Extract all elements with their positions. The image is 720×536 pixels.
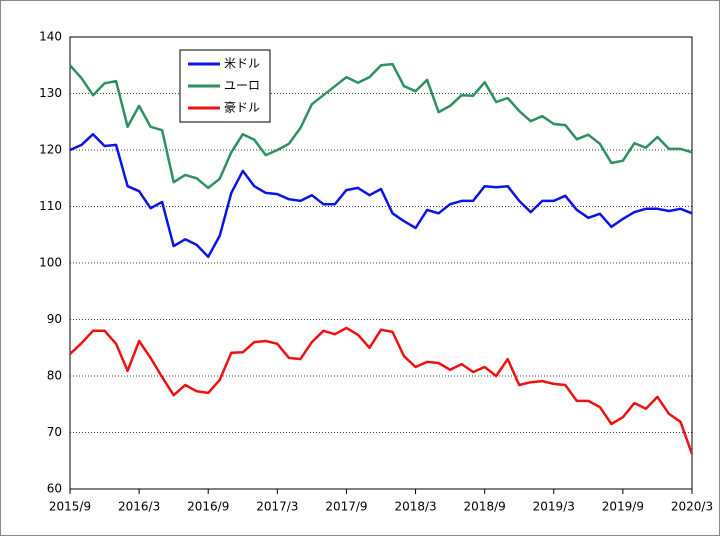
x-tick-label: 2020/3 [671, 500, 713, 514]
x-tick-label: 2018/9 [464, 500, 506, 514]
x-tick-label: 2016/9 [187, 500, 229, 514]
x-tick-label: 2019/3 [533, 500, 575, 514]
legend-label: ユーロ [224, 79, 260, 93]
y-tick-label: 80 [47, 369, 62, 383]
x-tick-label: 2018/3 [394, 500, 436, 514]
y-tick-label: 130 [39, 86, 62, 100]
x-tick-label: 2017/9 [325, 500, 367, 514]
y-tick-label: 90 [47, 312, 62, 326]
plot-area [69, 36, 693, 490]
y-tick-label: 120 [39, 143, 62, 157]
y-tick-label: 140 [39, 30, 62, 44]
legend-label: 豪ドル [224, 100, 260, 115]
x-tick-label: 2017/3 [256, 500, 298, 514]
legend-box [179, 49, 271, 123]
x-tick-label: 2016/3 [118, 500, 160, 514]
y-tick-label: 110 [39, 199, 62, 213]
y-tick-label: 60 [47, 482, 62, 496]
x-tick-label: 2019/9 [602, 500, 644, 514]
series-line [69, 326, 694, 455]
y-tick-label: 100 [39, 256, 62, 270]
series-line [69, 62, 693, 190]
x-tick-label: 2015/9 [49, 500, 91, 514]
y-tick-label: 70 [47, 425, 62, 439]
legend-label: 米ドル [224, 57, 260, 71]
series-line [69, 132, 693, 259]
